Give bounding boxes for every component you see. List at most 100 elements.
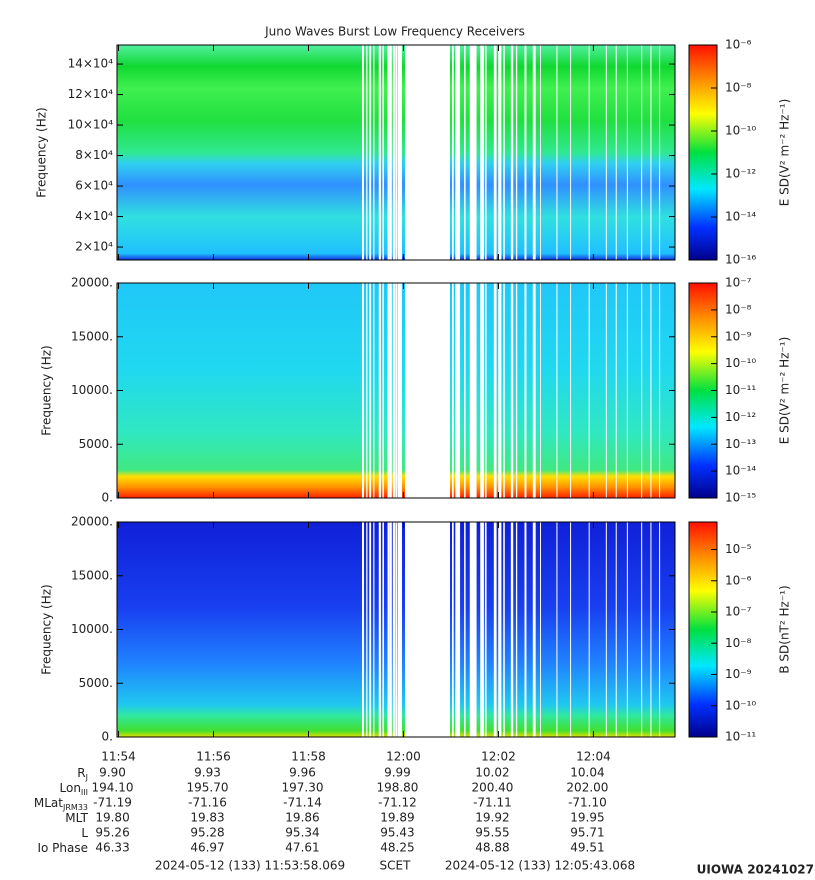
data-gap <box>473 45 477 260</box>
data-gap <box>510 522 514 737</box>
data-gap <box>570 522 572 737</box>
start-time: 2024-05-12 (133) 11:53:58.069 <box>155 859 345 873</box>
data-gap <box>484 45 487 260</box>
colorbar-tick-label: 10⁻⁶ <box>725 38 752 52</box>
data-gap <box>378 45 381 260</box>
data-gap <box>540 522 541 737</box>
data-gap <box>405 45 450 260</box>
colorbar-label: E SD(V² m⁻² Hz⁻¹) <box>778 99 792 207</box>
data-gap <box>503 45 505 260</box>
data-gap <box>605 283 607 498</box>
data-gap <box>464 45 466 260</box>
colorbar-tick-label: 10⁻¹⁴ <box>725 464 756 478</box>
x-tick-label: 12:04 <box>576 750 611 764</box>
data-gap <box>362 522 364 737</box>
ephemeris-value: 9.90 <box>99 766 126 780</box>
ephemeris-value: -71.19 <box>93 796 132 810</box>
data-gap <box>532 522 536 737</box>
y-tick-label: 15000. <box>71 329 113 343</box>
data-gap <box>515 283 518 498</box>
row-label-text: MLat <box>34 796 63 810</box>
data-gap <box>615 45 617 260</box>
data-gap <box>556 283 558 498</box>
data-gap <box>524 45 527 260</box>
row-label: MLatJRM33 <box>34 796 88 812</box>
data-gap <box>503 283 505 498</box>
data-gap <box>469 522 475 737</box>
y-tick-label: 8×10⁴ <box>75 148 113 162</box>
data-gap <box>398 283 402 498</box>
data-gap <box>452 522 454 737</box>
data-gap <box>382 45 384 260</box>
data-gap <box>641 283 643 498</box>
colorbar-tick-label: 10⁻¹⁶ <box>725 253 756 267</box>
y-tick-label: 12×10⁴ <box>68 87 114 101</box>
colorbar-tick-label: 10⁻⁸ <box>725 81 752 95</box>
data-gap <box>532 283 536 498</box>
y-tick-label: 20000. <box>71 276 113 290</box>
colorbar-tick-label: 10⁻¹⁵ <box>725 491 756 505</box>
data-gap <box>588 522 590 737</box>
data-gap <box>493 283 497 498</box>
data-gap <box>387 522 390 737</box>
data-gap <box>392 283 396 498</box>
data-gap <box>659 522 661 737</box>
data-gap <box>605 522 607 737</box>
data-gap <box>498 522 502 737</box>
data-gap <box>641 522 643 737</box>
data-gap <box>398 45 402 260</box>
y-tick-label: 0. <box>102 491 113 505</box>
ephemeris-value: 19.86 <box>285 811 319 825</box>
colorbar-label: E SD(V² m⁻² Hz⁻¹) <box>778 337 792 445</box>
data-gap <box>498 45 502 260</box>
ephemeris-value: 9.96 <box>289 766 316 780</box>
x-tick-label: 11:54 <box>101 750 136 764</box>
ephemeris-value: -71.16 <box>188 796 227 810</box>
end-time: 2024-05-12 (133) 12:05:43.068 <box>445 859 635 873</box>
data-gap <box>464 522 466 737</box>
data-gap <box>626 283 628 498</box>
colorbar-label: B SD(nT² Hz⁻¹) <box>778 585 792 673</box>
data-gap <box>540 283 541 498</box>
row-label: L <box>81 826 88 840</box>
y-tick-label: 6×10⁴ <box>75 179 113 193</box>
data-gap <box>473 522 477 737</box>
y-tick-label: 10×10⁴ <box>68 118 114 132</box>
data-gap <box>362 283 364 498</box>
row-label-text: Lon <box>60 781 81 795</box>
y-tick-label: 20000. <box>71 515 113 529</box>
colorbar-tick-label: 10⁻¹⁰ <box>725 698 756 712</box>
data-gap <box>392 45 396 260</box>
row-label-sub: III <box>81 788 88 797</box>
ephemeris-value: 46.97 <box>190 841 224 855</box>
y-tick-label: 4×10⁴ <box>75 209 113 223</box>
colorbar-tick-label: 10⁻¹⁴ <box>725 210 756 224</box>
colorbar-tick-label: 10⁻⁹ <box>725 667 752 681</box>
data-gap <box>382 283 384 498</box>
colorbar-tick-label: 10⁻¹¹ <box>725 383 756 397</box>
data-gap <box>389 283 392 498</box>
row-label: LonIII <box>60 781 89 797</box>
ephemeris-value: 49.51 <box>570 841 604 855</box>
ephemeris-value: 95.55 <box>475 826 509 840</box>
data-gap <box>382 522 384 737</box>
colorbar <box>688 521 718 738</box>
colorbar-tick-label: 10⁻¹⁰ <box>725 356 756 370</box>
ephemeris-value: 95.34 <box>285 826 319 840</box>
colorbar-tick-label: 10⁻⁸ <box>725 302 752 316</box>
colorbar-tick-label: 10⁻⁶ <box>725 573 752 587</box>
ephemeris-value: 48.25 <box>380 841 414 855</box>
data-gap <box>480 522 484 737</box>
data-gap <box>588 45 590 260</box>
colorbar-tick-label: 10⁻¹² <box>725 167 756 181</box>
y-tick-label: 0. <box>102 730 113 744</box>
colorbar-tick-label: 10⁻¹² <box>725 410 756 424</box>
colorbar-tick-label: 10⁻⁷ <box>725 605 752 619</box>
y-tick-label: 10000. <box>71 383 113 397</box>
data-gap <box>515 45 518 260</box>
data-gap <box>650 283 652 498</box>
colorbar-tick-label: 10⁻¹¹ <box>725 730 756 744</box>
data-gap <box>464 283 466 498</box>
y-tick-label: 14×10⁴ <box>68 57 114 71</box>
ephemeris-value: 200.40 <box>471 781 513 795</box>
